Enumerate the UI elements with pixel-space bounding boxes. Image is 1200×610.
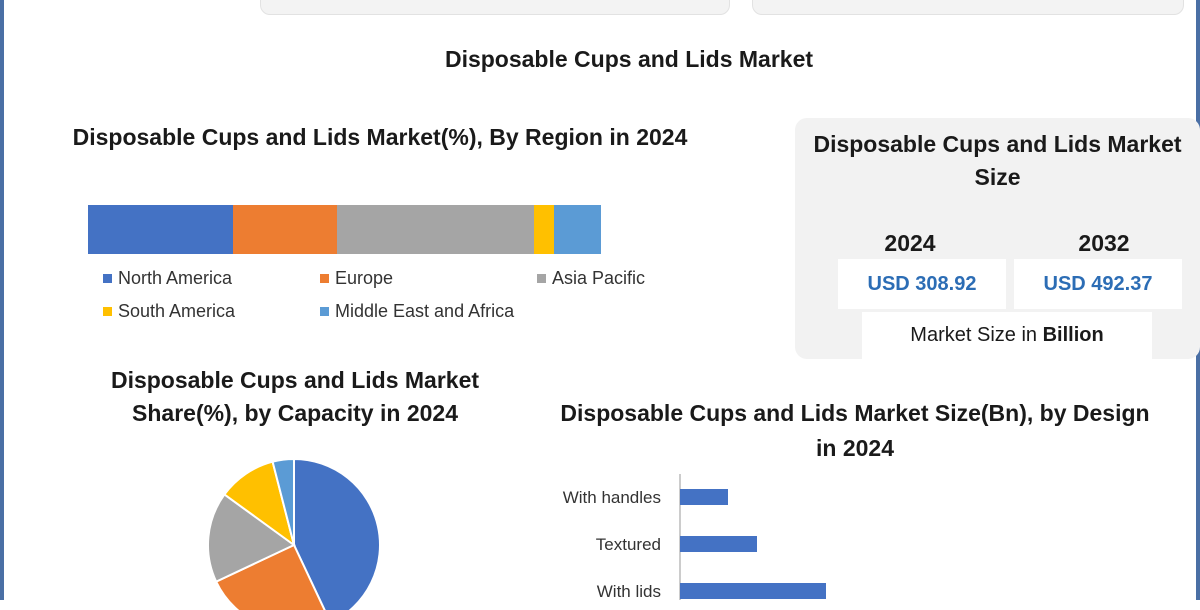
region-stacked-bar [88, 205, 601, 254]
region-legend: North America Europe Asia Pacific South Ame… [0, 268, 700, 338]
year-2024-label: 2024 [884, 230, 936, 256]
capacity-pie-chart [207, 457, 381, 610]
value-2032: USD 492.37 [1014, 259, 1182, 309]
market-size-title: Disposable Cups and Lids Market Size [813, 131, 1182, 190]
design-bar-chart: With handles Textured With lids [563, 474, 826, 600]
value-2024: USD 308.92 [838, 259, 1006, 309]
design-category-label-1: Textured [596, 535, 661, 554]
design-category-label-0: With handles [563, 488, 661, 507]
design-bar-2 [680, 583, 826, 599]
unit-prefix: Market Size in [910, 324, 1038, 346]
market-size-unit: Market Size in Billion [862, 312, 1152, 359]
design-category-label-2: With lids [597, 582, 661, 600]
legend-label-1: Europe [335, 268, 394, 288]
region-bar-segment-3 [533, 205, 555, 254]
market-size-panel: Disposable Cups and Lids Market Size 202… [795, 118, 1200, 359]
region-bar-segment-0 [88, 205, 234, 254]
design-bar-1 [680, 536, 757, 552]
region-bar-segment-2 [336, 205, 534, 254]
legend-swatch-0 [103, 274, 112, 283]
legend-swatch-3 [103, 307, 112, 316]
legend-item-1: Europe [320, 268, 393, 289]
legend-swatch-2 [537, 274, 546, 283]
pie-slice-2 [207, 493, 296, 583]
year-2032-label: 2032 [1078, 230, 1130, 256]
legend-item-2: Asia Pacific [537, 268, 645, 289]
main-title: Disposable Cups and Lids Market [444, 46, 814, 72]
left-frame-border [0, 0, 4, 600]
legend-label-0: North America [118, 268, 233, 288]
legend-label-4: Middle East and Africa [335, 301, 515, 321]
region-bar-segment-4 [554, 205, 601, 254]
pie-slice-1 [214, 543, 326, 610]
design-bar-0 [680, 489, 728, 505]
top-card-right [752, 0, 1184, 15]
top-card-left [260, 0, 730, 15]
legend-swatch-4 [320, 307, 329, 316]
legend-item-4: Middle East and Africa [320, 301, 514, 322]
legend-label-2: Asia Pacific [552, 268, 646, 288]
region-chart-title: Disposable Cups and Lids Market(%), By R… [72, 124, 688, 150]
pie-slice-4 [271, 457, 295, 546]
legend-swatch-1 [320, 274, 329, 283]
capacity-chart-title: Disposable Cups and Lids Market Share(%)… [110, 367, 480, 426]
legend-item-0: North America [103, 268, 232, 289]
unit-bold: Billion [1042, 324, 1104, 346]
legend-item-3: South America [103, 301, 235, 322]
design-chart-title: Disposable Cups and Lids Market Size(Bn)… [560, 400, 1150, 461]
legend-label-3: South America [118, 301, 236, 321]
region-bar-segment-1 [233, 205, 337, 254]
